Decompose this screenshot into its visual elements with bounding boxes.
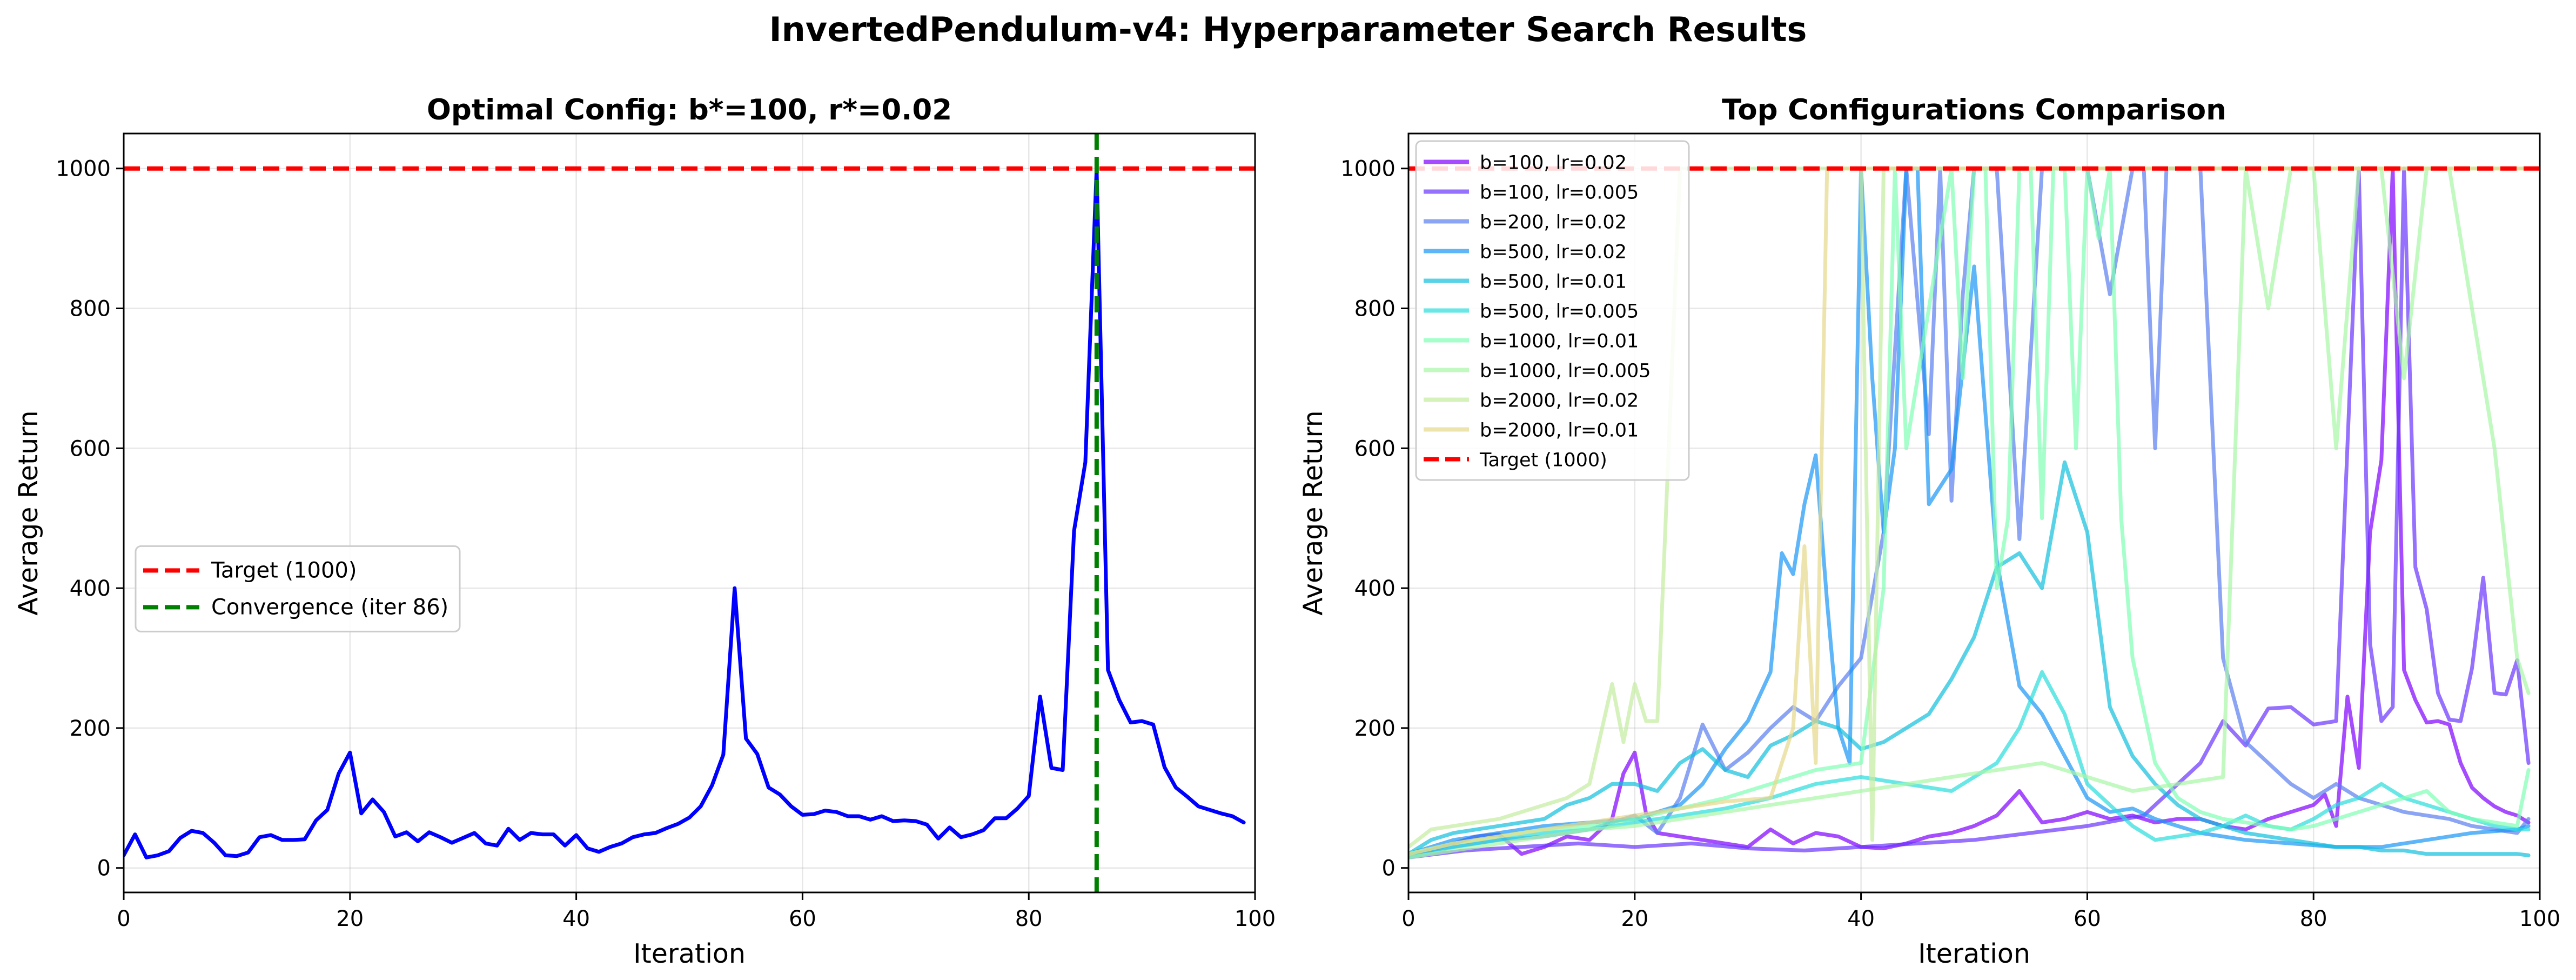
y-tick-label: 0 — [1382, 856, 1396, 881]
legend-label: Convergence (iter 86) — [211, 595, 448, 619]
legend-label: b=2000, lr=0.01 — [1480, 420, 1639, 442]
legend: Target (1000) Convergence (iter 86) — [135, 545, 461, 632]
y-tick-label: 1000 — [1340, 157, 1396, 182]
y-axis-label: Average Return — [13, 410, 44, 615]
y-tick-label: 200 — [1354, 716, 1396, 741]
axes-frame — [1407, 132, 2541, 894]
y-tick-label: 0 — [97, 856, 111, 881]
series-line-5 — [1408, 670, 2531, 859]
x-tick-label: 40 — [562, 906, 590, 931]
y-tick-label: 400 — [1354, 576, 1396, 601]
y-tick-label: 1000 — [56, 157, 111, 182]
axes-title: Top Configurations Comparison — [1722, 94, 2226, 126]
series-line-1 — [1408, 166, 2531, 859]
series-line-0 — [1408, 166, 2531, 857]
figure-suptitle: InvertedPendulum-v4: Hyperparameter Sear… — [769, 10, 1807, 49]
x-tick-label: 80 — [2300, 906, 2327, 931]
legend-box — [135, 545, 461, 632]
legend-label: Target (1000) — [211, 558, 357, 583]
series-line-7 — [1408, 166, 2531, 859]
y-tick-label: 600 — [1354, 436, 1396, 461]
y-tick-label: 200 — [70, 716, 111, 741]
legend: b=100, lr=0.02 b=100, lr=0.005 b=200, lr=0… — [1415, 140, 1690, 481]
x-tick-label: 60 — [2074, 906, 2101, 931]
legend-box — [1415, 140, 1690, 481]
x-tick-label: 80 — [1015, 906, 1043, 931]
legend-label: b=500, lr=0.005 — [1480, 301, 1639, 323]
legend-label: b=100, lr=0.005 — [1480, 182, 1639, 204]
x-tick-label: 100 — [2519, 906, 2560, 931]
y-axis-label: Average Return — [1298, 410, 1329, 615]
legend-label: b=2000, lr=0.02 — [1480, 390, 1639, 412]
legend-label: b=200, lr=0.02 — [1480, 212, 1627, 234]
y-tick-label: 600 — [70, 436, 111, 461]
x-tick-label: 20 — [1621, 906, 1648, 931]
plot-area — [124, 134, 1255, 892]
series-line-4 — [1408, 460, 2531, 857]
x-tick-label: 0 — [1401, 906, 1415, 931]
x-axis-label: Iteration — [633, 938, 746, 969]
legend-label: b=500, lr=0.01 — [1480, 271, 1627, 293]
x-tick-label: 20 — [336, 906, 364, 931]
legend-label: b=1000, lr=0.005 — [1480, 361, 1651, 382]
legend-label: b=500, lr=0.02 — [1480, 242, 1627, 263]
axes-title: Optimal Config: b*=100, r*=0.02 — [427, 94, 952, 126]
series-line-2 — [1408, 166, 2531, 859]
legend-label: b=100, lr=0.02 — [1480, 152, 1627, 174]
x-tick-label: 40 — [1847, 906, 1875, 931]
legend-label: b=1000, lr=0.01 — [1480, 331, 1639, 352]
series-group — [1408, 166, 2540, 859]
axes-frame — [123, 132, 1256, 894]
legend-label: Target (1000) — [1479, 450, 1607, 471]
y-tick-label: 800 — [70, 297, 111, 322]
series-group — [124, 134, 1255, 892]
x-axis-label: Iteration — [1918, 938, 2030, 969]
y-tick-label: 400 — [70, 576, 111, 601]
x-tick-label: 60 — [789, 906, 816, 931]
series-line-0 — [124, 166, 1246, 859]
y-tick-label: 800 — [1354, 297, 1396, 322]
x-tick-label: 0 — [117, 906, 130, 931]
x-tick-label: 100 — [1235, 906, 1276, 931]
